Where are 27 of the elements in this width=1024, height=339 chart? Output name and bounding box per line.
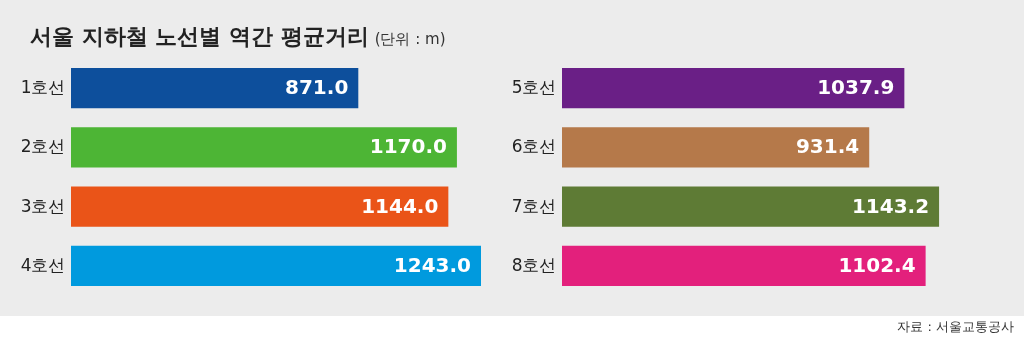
y-tick-label: 6호선 (511, 136, 557, 157)
bar (562, 245, 926, 287)
bar (71, 67, 359, 109)
bar (71, 245, 481, 287)
data-label: 931.4 (795, 134, 860, 159)
y-tick-label: 3호선 (20, 195, 66, 216)
text: 자료 : 서울교통공사 (897, 318, 1014, 336)
y-tick-label: 2호선 (20, 136, 66, 157)
y-tick-label: 1호선 (20, 77, 66, 98)
bar (71, 186, 449, 227)
y-tick-label: 5호선 (511, 77, 557, 98)
chart-subtitle: (단위 : m) (374, 30, 446, 48)
chart-title: 서울 지하철 노선별 역간 평균거리 (30, 24, 369, 49)
data-label: 1102.4 (838, 252, 916, 277)
data-label: 1243.0 (393, 252, 471, 277)
y-tick-label: 7호선 (511, 195, 557, 216)
bar (562, 67, 905, 109)
data-label: 1037.9 (817, 75, 895, 100)
bar (562, 186, 940, 227)
y-tick-label: 4호선 (20, 254, 66, 275)
data-label: 1143.2 (851, 193, 930, 218)
data-label: 1170.0 (369, 134, 447, 159)
data-label: 1144.0 (361, 193, 439, 218)
y-tick-label: 8호선 (511, 254, 557, 275)
bar (562, 127, 870, 168)
bar (71, 127, 457, 168)
data-label: 871.0 (285, 75, 349, 100)
